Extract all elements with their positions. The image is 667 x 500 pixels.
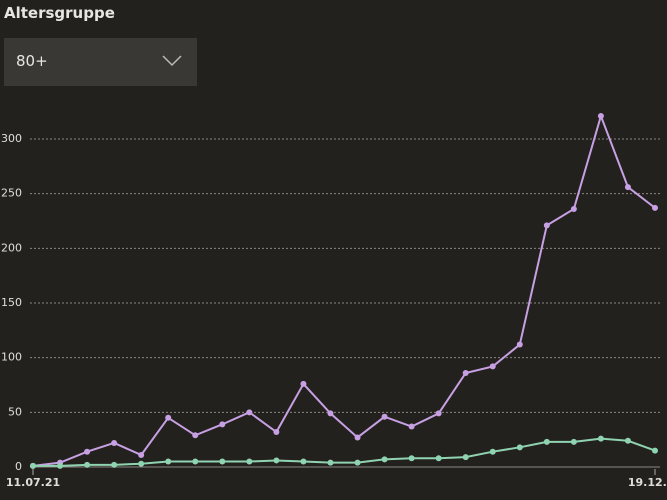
y-tick-label: 0 [15, 460, 22, 473]
age-group-dropdown[interactable]: 80+ [4, 38, 197, 86]
x-tick-label: 19.12.21 [628, 476, 667, 489]
data-point [138, 451, 145, 458]
y-tick-label: 250 [1, 187, 22, 200]
data-point [273, 429, 280, 436]
data-point [192, 458, 199, 465]
data-point [652, 204, 658, 211]
data-point [138, 460, 145, 467]
y-tick-label: 100 [1, 351, 22, 364]
data-point [435, 410, 442, 417]
data-point [273, 457, 280, 464]
data-point [652, 447, 658, 454]
data-point [300, 458, 307, 465]
data-point [516, 341, 523, 348]
data-point [219, 421, 226, 428]
data-point [219, 458, 226, 465]
data-point [246, 458, 253, 465]
data-point [111, 439, 118, 446]
chevron [162, 55, 182, 67]
y-tick-label: 200 [1, 241, 22, 254]
data-point [300, 380, 307, 387]
data-point [354, 434, 361, 441]
data-point [192, 432, 199, 439]
y-tick-label: 300 [1, 132, 22, 145]
data-point [30, 462, 36, 469]
y-tick-label: 50 [8, 405, 22, 418]
data-point [489, 363, 496, 370]
series-line [33, 437, 656, 467]
data-point [246, 409, 253, 416]
data-point [354, 459, 361, 466]
data-point [435, 455, 442, 462]
data-point [462, 454, 469, 461]
data-point [543, 438, 550, 445]
data-point [624, 437, 631, 444]
data-point [165, 458, 172, 465]
x-tick-label: 11.07.21 [6, 476, 60, 489]
data-point [489, 448, 496, 455]
data-point [516, 444, 523, 451]
data-point [597, 113, 604, 120]
data-point [624, 184, 631, 191]
section-title: Altersgruppe [4, 4, 115, 22]
data-point [462, 369, 469, 376]
data-point [57, 462, 64, 469]
data-point [111, 461, 118, 468]
data-point [327, 459, 334, 466]
series-line [32, 112, 656, 467]
data-point [597, 435, 604, 442]
data-point [570, 205, 577, 212]
y-tick-label: 150 [1, 296, 22, 309]
data-point [408, 423, 415, 430]
dropdown-value: 80+ [16, 52, 48, 70]
data-point [570, 438, 577, 445]
data-point [84, 448, 91, 455]
data-point [381, 413, 388, 420]
data-point [381, 456, 388, 463]
data-point [543, 222, 550, 229]
data-point [327, 410, 334, 417]
data-point [408, 455, 415, 462]
data-point [165, 414, 172, 421]
data-point [84, 461, 91, 468]
